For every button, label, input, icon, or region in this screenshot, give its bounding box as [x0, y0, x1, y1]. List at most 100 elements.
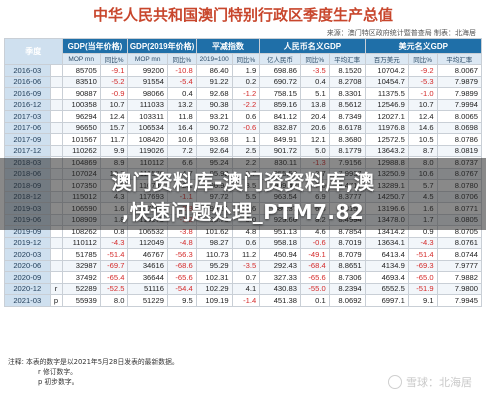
group-header: 平减指数 — [195, 38, 261, 54]
overlay-headline: 澳门资料库-澳门资资料库,澳 — [111, 170, 375, 194]
watermark-text: 雪球：北海居 — [406, 376, 472, 389]
value-cell: 849.91 — [259, 133, 301, 146]
flag-cell — [49, 87, 63, 100]
value-cell: 15.7 — [99, 121, 129, 134]
value-cell: 99200 — [127, 64, 168, 77]
value-cell: 4.1 — [231, 282, 261, 295]
flag-cell: p — [49, 294, 63, 307]
value-cell: 95.29 — [195, 259, 233, 272]
value-cell: 698.86 — [259, 64, 301, 77]
value-cell: 12572.5 — [364, 133, 409, 146]
value-cell: 51785 — [61, 248, 101, 261]
value-cell: -0.6 — [231, 121, 261, 134]
period-cell: 2017-06 — [4, 121, 51, 134]
value-cell: 8.5612 — [328, 98, 366, 111]
period-cell: 2017-03 — [4, 110, 51, 123]
table-row: 2017-09 101567 11.7 108420 10.6 93.68 1.1 849.9… — [4, 133, 483, 146]
table-row: 2016-09 90887 -0.9 98066 0.4 92.68 -1.2 758.15 5… — [4, 87, 483, 100]
value-cell: -56.3 — [166, 248, 197, 261]
value-cell: -54.4 — [166, 282, 197, 295]
table-row: 2017-03 96294 12.4 103311 11.8 93.21 0.6 841.12… — [4, 110, 483, 123]
sub-header: 同比% — [99, 53, 129, 65]
group-header: 人民币名义GDP — [259, 38, 366, 54]
value-cell: 34616 — [127, 259, 168, 272]
value-cell: -65.0 — [407, 271, 438, 284]
value-cell: 0.1 — [299, 294, 330, 307]
value-cell: 8.0 — [99, 294, 129, 307]
value-cell: 6413.4 — [364, 248, 409, 261]
flag-cell — [49, 133, 63, 146]
value-cell: 10.7 — [407, 98, 438, 111]
flag-cell — [49, 248, 63, 261]
period-cell: 2016-09 — [4, 87, 51, 100]
value-cell: 102.31 — [195, 271, 233, 284]
footnote: p 初步数字。 — [38, 378, 79, 386]
value-cell: 11.7 — [99, 133, 129, 146]
value-cell: 327.33 — [259, 271, 301, 284]
value-cell: 8.7306 — [328, 271, 366, 284]
value-cell: 8.7079 — [328, 248, 366, 261]
value-cell: 11.8 — [166, 110, 197, 123]
value-cell: 0.7 — [231, 271, 261, 284]
value-cell: 8.6178 — [328, 121, 366, 134]
value-cell: 110112 — [61, 236, 101, 249]
value-cell: -49.1 — [299, 248, 330, 261]
period-cell: 2017-09 — [4, 133, 51, 146]
value-cell: 9.1 — [407, 294, 438, 307]
footnotes: 注释: 本表的数字是以2021年5月28日发表的最新数据。 r 修订数字。 p … — [8, 357, 179, 387]
value-cell: 8.0744 — [436, 248, 483, 261]
value-cell: 91.22 — [195, 75, 233, 88]
value-cell: 46767 — [127, 248, 168, 261]
value-cell: -5.4 — [166, 75, 197, 88]
value-cell: -51.4 — [407, 248, 438, 261]
value-cell: 110262 — [61, 144, 101, 157]
group-header: 美元名义GDP — [364, 38, 483, 54]
table-row: 2020-12 r 52289 -52.5 51116 -54.4 102.29 4.1 430… — [4, 282, 483, 295]
period-cell: 2016-03 — [4, 64, 51, 77]
value-cell: 20.4 — [299, 110, 330, 123]
value-cell: 11.2 — [231, 248, 261, 261]
value-cell: 292.43 — [259, 259, 301, 272]
value-cell: 832.87 — [259, 121, 301, 134]
value-cell: 7.9945 — [436, 294, 483, 307]
value-cell: 8.7019 — [328, 236, 366, 249]
value-cell: -0.6 — [299, 236, 330, 249]
value-cell: 12.1 — [299, 133, 330, 146]
value-cell: 8.2394 — [328, 282, 366, 295]
text-overlay-band — [0, 158, 486, 230]
value-cell: 8.0065 — [436, 110, 483, 123]
sub-header: 同比% — [166, 53, 197, 65]
value-cell: 108420 — [127, 133, 168, 146]
page-title: 中华人民共和国澳门特别行政区季度生产总值 — [92, 6, 393, 24]
period-cell: 2021-03 — [4, 294, 51, 307]
value-cell: 92.64 — [195, 144, 233, 157]
value-cell: 93.21 — [195, 110, 233, 123]
value-cell: 0.6 — [231, 110, 261, 123]
sub-header: 同比% — [231, 53, 261, 65]
period-cell: 2017-12 — [4, 144, 51, 157]
value-cell: 103311 — [127, 110, 168, 123]
value-cell: -1.2 — [231, 87, 261, 100]
value-cell: 9.5 — [166, 294, 197, 307]
value-cell: 8.2708 — [328, 75, 366, 88]
value-cell: 6997.1 — [364, 294, 409, 307]
value-cell: 93.68 — [195, 133, 233, 146]
value-cell: 10.7 — [99, 98, 129, 111]
value-cell: 112049 — [127, 236, 168, 249]
value-cell: 111033 — [127, 98, 168, 111]
value-cell: -3.5 — [299, 64, 330, 77]
value-cell: 11976.8 — [364, 121, 409, 134]
value-cell: -0.9 — [99, 87, 129, 100]
flag-cell — [49, 236, 63, 249]
value-cell: 96650 — [61, 121, 101, 134]
period-cell: 2020-06 — [4, 259, 51, 272]
value-cell: 12546.9 — [364, 98, 409, 111]
table-row: 2017-06 96650 15.7 106534 16.4 90.72 -0.6 832.8… — [4, 121, 483, 134]
group-header: GDP(当年价格) — [61, 38, 129, 54]
value-cell: -4.3 — [407, 236, 438, 249]
value-cell: 55939 — [61, 294, 101, 307]
value-cell: 451.38 — [259, 294, 301, 307]
value-cell: 8.8651 — [328, 259, 366, 272]
value-cell: 11375.5 — [364, 87, 409, 100]
flag-cell — [49, 98, 63, 111]
